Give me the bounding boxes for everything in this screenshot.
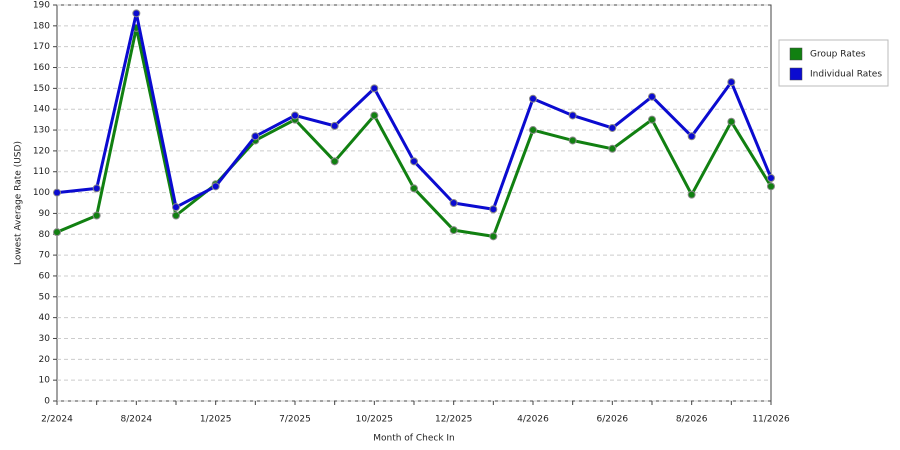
y-tick-label: 170 <box>33 42 50 52</box>
data-point <box>330 121 339 130</box>
data-point <box>687 132 696 141</box>
x-tick-label: 12/2025 <box>435 415 472 425</box>
y-tick-label: 40 <box>39 313 51 323</box>
x-tick-label: 10/2025 <box>356 415 393 425</box>
x-tick-label: 2/2024 <box>41 415 73 425</box>
y-tick-label: 20 <box>39 355 51 365</box>
data-point <box>370 84 379 93</box>
data-point <box>608 144 617 153</box>
data-point <box>529 126 537 135</box>
data-point <box>568 111 577 120</box>
y-tick-label: 100 <box>33 188 50 198</box>
y-tick-label: 140 <box>33 105 50 115</box>
data-point <box>687 190 696 199</box>
data-point <box>330 157 339 166</box>
data-point <box>53 228 61 237</box>
data-point <box>370 111 379 120</box>
x-tick-label: 8/2026 <box>676 415 708 425</box>
x-tick-label: 6/2026 <box>596 415 628 425</box>
data-point <box>172 203 180 212</box>
plot-area <box>56 4 772 402</box>
y-tick-label: 0 <box>44 397 50 407</box>
data-point <box>767 182 775 191</box>
data-point <box>92 211 101 220</box>
data-point <box>449 226 458 235</box>
data-point <box>211 182 220 191</box>
data-point <box>172 211 180 220</box>
y-tick-label: 120 <box>33 146 50 156</box>
y-tick-label: 150 <box>33 84 50 94</box>
legend-swatch <box>789 67 803 81</box>
y-tick-label: 90 <box>39 209 51 219</box>
y-tick-label: 180 <box>33 21 50 31</box>
data-point <box>53 188 61 197</box>
x-axis-label: Month of Check In <box>373 434 455 444</box>
x-tick-label: 11/2026 <box>752 415 790 425</box>
y-axis-label: Lowest Average Rate (USD) <box>14 141 24 265</box>
data-point <box>449 199 458 207</box>
x-tick-label: 7/2025 <box>279 415 311 425</box>
data-point <box>727 117 736 126</box>
data-point <box>648 115 656 124</box>
data-point <box>410 184 418 193</box>
data-point <box>291 111 299 120</box>
y-tick-label: 70 <box>39 251 51 261</box>
data-point <box>410 157 418 166</box>
x-tick-label: 8/2024 <box>120 415 152 425</box>
x-tick-label: 1/2025 <box>200 415 232 425</box>
y-tick-label: 130 <box>33 126 50 136</box>
y-tick-label: 190 <box>33 1 50 11</box>
y-tick-label: 60 <box>39 271 51 281</box>
data-point <box>132 9 141 18</box>
data-point <box>489 232 498 241</box>
legend-label: Group Rates <box>810 50 866 60</box>
y-tick-label: 160 <box>33 63 50 73</box>
legend-label: Individual Rates <box>810 70 882 80</box>
y-tick-label: 10 <box>39 376 51 386</box>
data-point <box>489 205 498 214</box>
data-point <box>92 184 101 193</box>
data-point <box>529 94 537 103</box>
data-point <box>767 173 775 182</box>
x-tick-label: 4/2026 <box>517 415 549 425</box>
data-point <box>608 123 617 132</box>
y-tick-label: 50 <box>39 292 51 302</box>
data-point <box>568 136 577 145</box>
legend-swatch <box>789 47 803 61</box>
data-point <box>648 92 656 101</box>
data-point <box>251 132 260 141</box>
y-tick-label: 80 <box>39 230 51 240</box>
data-point <box>727 78 736 87</box>
y-tick-label: 110 <box>33 167 50 177</box>
y-tick-label: 30 <box>39 334 51 344</box>
